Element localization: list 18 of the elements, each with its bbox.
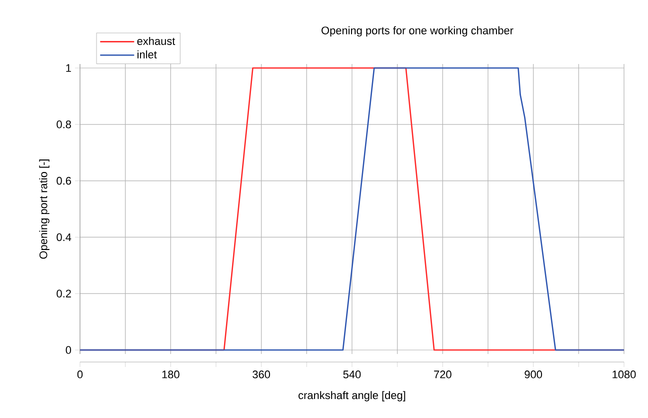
y-tick-label: 0.8 [56, 120, 71, 128]
y-tick-label: 0.2 [56, 290, 71, 298]
x-tick-label: 900 [524, 370, 542, 378]
x-tick-label: 720 [434, 370, 452, 378]
y-tick-label: 0.6 [56, 176, 71, 185]
y-tick-label: 1 [66, 64, 71, 72]
x-tick-label: 1080 [612, 370, 636, 378]
y-tick-label: 0.4 [56, 233, 72, 242]
legend-label: exhaust [137, 36, 176, 46]
x-tick-label: 180 [162, 370, 180, 378]
y-axis-title: Opening port ratio [-] [39, 160, 50, 259]
chart-title: Opening ports for one working chamber [322, 26, 514, 36]
x-tick-label: 540 [343, 370, 361, 378]
y-tick-label: 0 [66, 346, 72, 354]
legend-label: inlet [138, 50, 157, 58]
x-tick-label: 0 [77, 370, 83, 378]
x-axis-title: crankshaft angle [deg] [298, 391, 406, 402]
x-tick-label: 360 [252, 370, 270, 378]
